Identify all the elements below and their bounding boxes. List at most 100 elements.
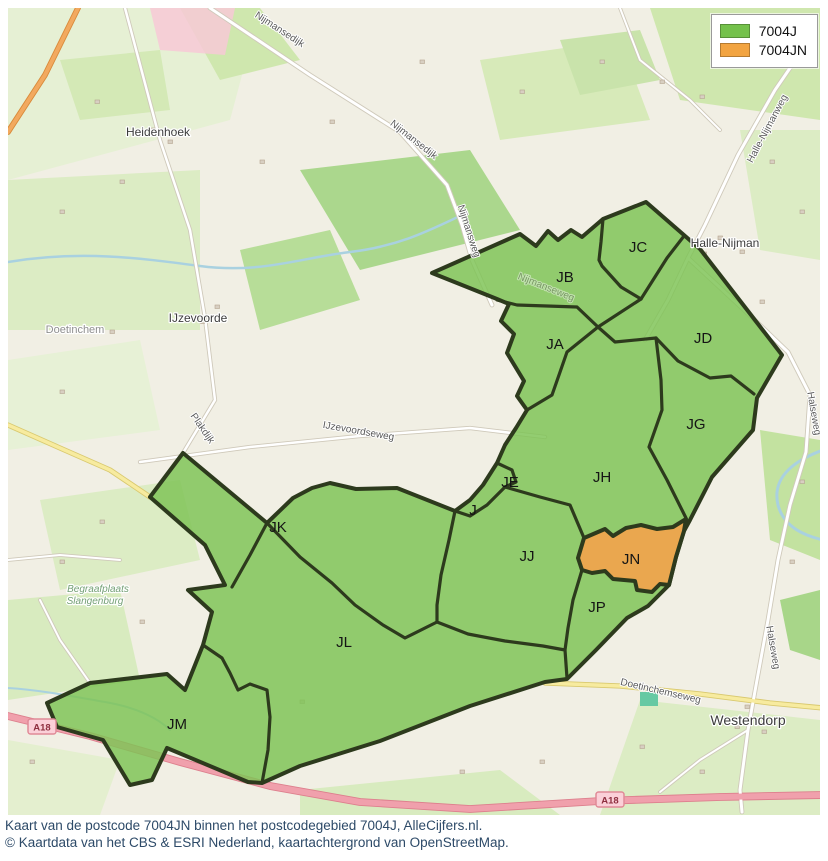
place-label-Halle-Nijman: Halle-Nijman — [691, 236, 760, 250]
road-ijzevoorde-road — [123, 8, 217, 455]
road-local-road-4 — [39, 599, 91, 684]
region-label-JH: JH — [593, 469, 611, 486]
building — [94, 99, 100, 104]
building — [329, 119, 335, 124]
postcode-subarea-border — [597, 217, 643, 301]
map-svg: JBJCJDJAJGJHJEJJJJPJKJLJMJNHeidenhoekIJz… — [8, 8, 820, 815]
postcode-subarea-border — [647, 336, 688, 520]
building — [799, 479, 805, 484]
region-label-JA: JA — [546, 336, 564, 353]
legend-row-7004J: 7004J — [719, 23, 807, 39]
building — [99, 519, 105, 524]
building — [799, 209, 805, 214]
region-label-JM: JM — [167, 716, 187, 733]
landcover-patch — [600, 700, 820, 815]
map-legend: 7004J 7004JN — [710, 14, 818, 68]
building — [214, 304, 220, 309]
region-label-JL: JL — [336, 634, 352, 651]
road-badge-A18 — [595, 791, 625, 808]
region-label-JC: JC — [629, 239, 648, 256]
building — [789, 559, 795, 564]
place-label-Begraafplaats: Begraafplaats — [67, 584, 129, 595]
place-label-Heidenhoek: Heidenhoek — [126, 125, 191, 139]
building — [599, 59, 605, 64]
building — [59, 209, 65, 214]
landcover-patch — [780, 590, 820, 660]
building — [734, 724, 740, 729]
road-local-road-3 — [659, 729, 749, 793]
building — [139, 619, 145, 624]
postcode-area-7004J[interactable] — [45, 200, 784, 787]
building — [459, 769, 465, 774]
stream — [775, 449, 820, 541]
region-label-JJ: JJ — [520, 548, 535, 565]
postcode-subarea-border — [453, 485, 507, 518]
stream — [8, 213, 464, 270]
region-label-JG: JG — [686, 416, 705, 433]
postcode-subarea-border — [503, 485, 586, 540]
place-label-IJzevoorde: IJzevoorde — [169, 311, 228, 325]
place-label-Doetinchem: Doetinchem — [46, 324, 105, 336]
postcode-subarea-border — [230, 521, 269, 589]
building — [419, 59, 425, 64]
landcover-patch — [8, 590, 140, 700]
postcode-area-7004JN[interactable] — [576, 517, 688, 594]
region-label-JK: JK — [269, 519, 287, 536]
building — [59, 559, 65, 564]
landcover-patch — [8, 170, 200, 330]
building — [59, 389, 65, 394]
building — [769, 159, 775, 164]
region-label-JB: JB — [556, 269, 574, 286]
postcode-subarea-border — [563, 568, 584, 652]
building — [539, 759, 545, 764]
building — [699, 769, 705, 774]
pink-area — [150, 8, 235, 55]
building — [109, 329, 115, 334]
legend-swatch-7004JN — [719, 43, 750, 57]
building — [744, 704, 750, 709]
building — [149, 127, 155, 132]
building — [639, 744, 645, 749]
postcode-subarea-border — [596, 325, 756, 396]
building — [519, 89, 525, 94]
road-badge-label-A18: A18 — [33, 723, 50, 734]
road-orange-topleft — [8, 8, 80, 134]
caption-line-1: Kaart van de postcode 7004JN binnen het … — [5, 818, 483, 833]
region-label-J: J — [469, 502, 477, 519]
road-badge-label-A18: A18 — [601, 796, 618, 807]
legend-swatch-7004J — [719, 24, 750, 38]
building — [739, 249, 745, 254]
building — [717, 235, 723, 240]
postcode-subarea-border — [435, 509, 569, 680]
map-caption: Kaart van de postcode 7004JN binnen het … — [0, 815, 828, 861]
region-label-JE: JE — [501, 474, 519, 491]
legend-label-7004J: 7004J — [758, 23, 797, 39]
building — [759, 299, 765, 304]
building — [659, 79, 665, 84]
teal-field — [640, 692, 658, 706]
region-label-JN: JN — [622, 551, 640, 568]
place-label-Slangenburg: Slangenburg — [67, 596, 124, 607]
building — [259, 159, 265, 164]
road-halseweg — [686, 256, 812, 814]
road-local-road-1 — [8, 554, 121, 561]
building — [119, 179, 125, 184]
postcode-subarea-border — [265, 521, 439, 640]
map-canvas[interactable]: JB JC JD JA JG JH JE J JJ JP JK JL JM JN Heidenhoek IJz… — [8, 8, 820, 815]
postcode-subarea-border — [201, 643, 272, 785]
legend-label-7004JN: 7004JN — [758, 42, 807, 58]
road-yellow-left — [8, 423, 152, 499]
building — [699, 94, 705, 99]
road-local-road-2 — [619, 8, 721, 131]
region-label-JP: JP — [588, 599, 606, 616]
building — [167, 139, 173, 144]
building — [29, 759, 35, 764]
region-label-JD: JD — [694, 330, 713, 347]
postcode-subarea-border — [495, 297, 643, 329]
landcover-patch — [8, 740, 120, 815]
building — [199, 319, 205, 324]
road-ijzevoordseweg — [138, 426, 547, 464]
place-label-Westendorp: Westendorp — [710, 712, 785, 728]
road-badge-A18 — [27, 718, 57, 735]
